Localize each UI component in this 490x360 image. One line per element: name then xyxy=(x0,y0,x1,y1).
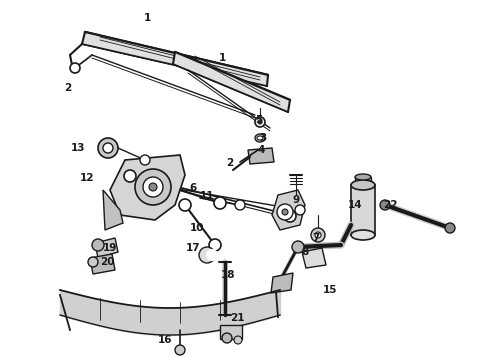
Ellipse shape xyxy=(351,230,375,240)
Text: 9: 9 xyxy=(293,195,299,205)
Text: 19: 19 xyxy=(103,243,117,253)
Text: 15: 15 xyxy=(323,285,337,295)
Circle shape xyxy=(143,177,163,197)
Text: 7: 7 xyxy=(312,233,319,243)
Circle shape xyxy=(92,239,104,251)
Polygon shape xyxy=(271,273,293,293)
Circle shape xyxy=(103,143,113,153)
Circle shape xyxy=(282,209,288,215)
Text: 5: 5 xyxy=(255,115,263,125)
Polygon shape xyxy=(82,32,268,86)
Polygon shape xyxy=(103,190,123,230)
Polygon shape xyxy=(90,254,115,274)
Text: 14: 14 xyxy=(348,200,362,210)
Text: 21: 21 xyxy=(230,313,244,323)
Circle shape xyxy=(98,138,118,158)
Circle shape xyxy=(222,333,232,343)
Text: 4: 4 xyxy=(257,145,265,155)
Circle shape xyxy=(284,210,296,222)
Bar xyxy=(355,177,371,187)
Circle shape xyxy=(124,170,136,182)
Ellipse shape xyxy=(351,180,375,190)
Text: 1: 1 xyxy=(219,53,225,63)
Circle shape xyxy=(292,241,304,253)
Circle shape xyxy=(255,117,265,127)
Text: 3: 3 xyxy=(259,133,267,143)
Ellipse shape xyxy=(355,174,371,180)
Circle shape xyxy=(234,336,242,344)
Circle shape xyxy=(258,120,262,124)
Circle shape xyxy=(88,257,98,267)
Text: 2: 2 xyxy=(226,158,234,168)
Text: 6: 6 xyxy=(189,183,196,193)
Polygon shape xyxy=(302,248,326,268)
Circle shape xyxy=(150,180,160,190)
Polygon shape xyxy=(95,238,118,258)
Polygon shape xyxy=(248,148,274,164)
Text: 8: 8 xyxy=(301,247,309,257)
Text: 18: 18 xyxy=(221,270,235,280)
Circle shape xyxy=(311,228,325,242)
Bar xyxy=(220,325,242,339)
Text: 17: 17 xyxy=(186,243,200,253)
Bar xyxy=(351,185,375,235)
Text: 20: 20 xyxy=(100,257,114,267)
Ellipse shape xyxy=(257,136,263,140)
Circle shape xyxy=(209,239,221,251)
Circle shape xyxy=(175,345,185,355)
Circle shape xyxy=(70,63,80,73)
Circle shape xyxy=(277,204,293,220)
Text: 2: 2 xyxy=(64,83,72,93)
Circle shape xyxy=(295,205,305,215)
Circle shape xyxy=(149,183,157,191)
Circle shape xyxy=(315,232,321,238)
Text: 22: 22 xyxy=(383,200,397,210)
Circle shape xyxy=(135,169,171,205)
Text: 10: 10 xyxy=(190,223,204,233)
Text: 13: 13 xyxy=(71,143,85,153)
Circle shape xyxy=(214,197,226,209)
Polygon shape xyxy=(110,155,185,220)
Text: 1: 1 xyxy=(144,13,150,23)
Text: 12: 12 xyxy=(80,173,94,183)
Circle shape xyxy=(206,249,218,261)
Circle shape xyxy=(445,223,455,233)
Circle shape xyxy=(140,155,150,165)
Text: 11: 11 xyxy=(200,191,214,201)
Circle shape xyxy=(235,200,245,210)
Text: 16: 16 xyxy=(158,335,172,345)
Circle shape xyxy=(179,199,191,211)
Polygon shape xyxy=(173,52,290,112)
Circle shape xyxy=(199,247,215,263)
Polygon shape xyxy=(272,190,305,230)
Ellipse shape xyxy=(255,134,265,142)
Circle shape xyxy=(380,200,390,210)
